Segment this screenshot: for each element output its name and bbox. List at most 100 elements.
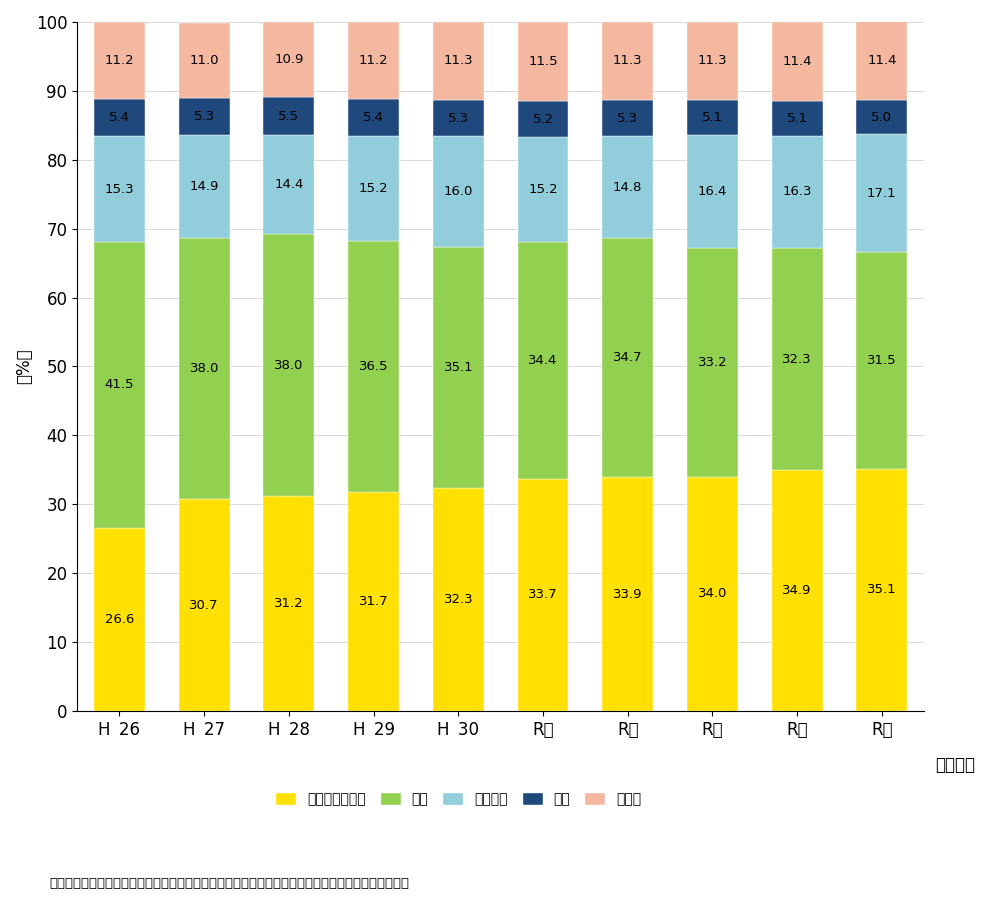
Text: 17.1: 17.1 <box>867 187 896 200</box>
Text: 34.4: 34.4 <box>528 353 558 367</box>
Bar <box>687 100 738 135</box>
Bar <box>602 22 653 100</box>
Text: 33.2: 33.2 <box>697 356 727 369</box>
Bar <box>602 238 653 477</box>
Text: 11.0: 11.0 <box>189 54 219 67</box>
Bar <box>771 22 822 101</box>
Text: 5.1: 5.1 <box>787 111 808 125</box>
Text: 36.5: 36.5 <box>359 360 388 373</box>
Bar <box>94 242 145 528</box>
Bar <box>94 22 145 99</box>
Text: 30.7: 30.7 <box>189 599 219 611</box>
Bar <box>178 237 230 499</box>
Text: （年分）: （年分） <box>935 755 975 773</box>
Bar <box>517 102 568 137</box>
Text: 14.4: 14.4 <box>274 178 303 191</box>
Bar <box>771 248 822 470</box>
Bar <box>432 100 484 137</box>
Bar <box>771 470 822 711</box>
Text: 31.5: 31.5 <box>867 354 896 367</box>
Text: 11.4: 11.4 <box>782 55 812 67</box>
Bar <box>178 499 230 711</box>
Bar <box>432 137 484 246</box>
Bar <box>687 248 738 476</box>
Bar <box>856 22 907 100</box>
Text: 11.2: 11.2 <box>104 54 134 67</box>
Bar <box>771 136 822 248</box>
Text: 14.8: 14.8 <box>613 181 642 194</box>
Bar <box>856 100 907 134</box>
Text: 15.3: 15.3 <box>104 182 134 196</box>
Bar <box>687 135 738 248</box>
Text: 5.1: 5.1 <box>702 111 723 124</box>
Text: 34.0: 34.0 <box>697 587 727 601</box>
Text: 33.7: 33.7 <box>528 588 558 601</box>
Text: 31.7: 31.7 <box>359 595 388 608</box>
Bar <box>771 101 822 136</box>
Bar <box>178 135 230 237</box>
Bar <box>602 477 653 711</box>
Text: 14.9: 14.9 <box>189 180 219 192</box>
Bar <box>687 22 738 100</box>
Bar <box>432 488 484 711</box>
Bar <box>856 252 907 469</box>
Text: 33.9: 33.9 <box>613 588 642 601</box>
Text: 34.7: 34.7 <box>613 352 642 364</box>
Bar <box>348 137 399 241</box>
Bar <box>348 241 399 493</box>
Bar <box>348 99 399 137</box>
Text: 11.4: 11.4 <box>867 54 896 67</box>
Bar <box>94 528 145 711</box>
Text: 16.0: 16.0 <box>443 185 473 198</box>
Bar <box>263 234 314 496</box>
Text: 15.2: 15.2 <box>528 182 558 196</box>
Legend: 現金・預貯金等, 土地, 有価証券, 家屋, その他: 現金・預貯金等, 土地, 有価証券, 家屋, その他 <box>270 787 647 812</box>
Text: 11.3: 11.3 <box>613 55 642 67</box>
Bar <box>517 242 568 478</box>
Text: 11.5: 11.5 <box>528 55 558 68</box>
Bar <box>517 478 568 711</box>
Bar <box>856 134 907 252</box>
Text: 5.5: 5.5 <box>279 110 299 122</box>
Bar <box>263 496 314 711</box>
Text: 11.3: 11.3 <box>443 55 473 67</box>
Bar <box>178 22 230 99</box>
Text: 5.4: 5.4 <box>109 111 130 124</box>
Bar <box>517 22 568 102</box>
Bar <box>602 137 653 238</box>
Text: 38.0: 38.0 <box>274 359 303 371</box>
Text: 16.3: 16.3 <box>782 185 812 199</box>
Bar <box>263 135 314 234</box>
Bar <box>856 469 907 711</box>
Text: 5.0: 5.0 <box>872 111 892 123</box>
Bar <box>263 22 314 97</box>
Text: 35.1: 35.1 <box>443 360 473 374</box>
Text: 11.3: 11.3 <box>697 55 727 67</box>
Bar <box>178 99 230 135</box>
Bar <box>687 476 738 711</box>
Text: 5.3: 5.3 <box>448 111 469 125</box>
Text: 15.2: 15.2 <box>359 182 388 195</box>
Bar <box>432 22 484 100</box>
Bar <box>348 493 399 711</box>
Bar <box>263 97 314 135</box>
Text: 38.0: 38.0 <box>189 362 219 375</box>
Text: 34.9: 34.9 <box>782 584 812 597</box>
Text: （注）上記の計数は、相続税額のある申告書（修正申告書を除く。）データに基づき作成している。: （注）上記の計数は、相続税額のある申告書（修正申告書を除く。）データに基づき作成… <box>49 877 409 890</box>
Text: 10.9: 10.9 <box>274 53 303 66</box>
Text: 26.6: 26.6 <box>104 613 134 626</box>
Text: 5.3: 5.3 <box>194 111 215 123</box>
Bar <box>432 246 484 488</box>
Bar <box>94 137 145 242</box>
Text: 16.4: 16.4 <box>697 185 727 198</box>
Y-axis label: （%）: （%） <box>15 349 33 384</box>
Bar <box>602 100 653 137</box>
Text: 35.1: 35.1 <box>867 583 896 596</box>
Bar <box>94 99 145 137</box>
Text: 32.3: 32.3 <box>782 352 812 366</box>
Text: 32.3: 32.3 <box>443 593 473 606</box>
Text: 5.4: 5.4 <box>363 111 384 124</box>
Text: 5.3: 5.3 <box>618 111 638 125</box>
Text: 41.5: 41.5 <box>104 378 134 391</box>
Text: 11.2: 11.2 <box>359 54 388 67</box>
